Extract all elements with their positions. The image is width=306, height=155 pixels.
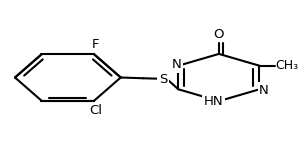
Text: N: N [259,84,269,97]
Text: S: S [159,73,167,86]
Text: CH₃: CH₃ [275,59,299,72]
Text: F: F [92,38,99,51]
Text: O: O [214,27,224,40]
Text: Cl: Cl [89,104,102,117]
Text: HN: HN [204,95,223,108]
Text: N: N [172,58,182,71]
